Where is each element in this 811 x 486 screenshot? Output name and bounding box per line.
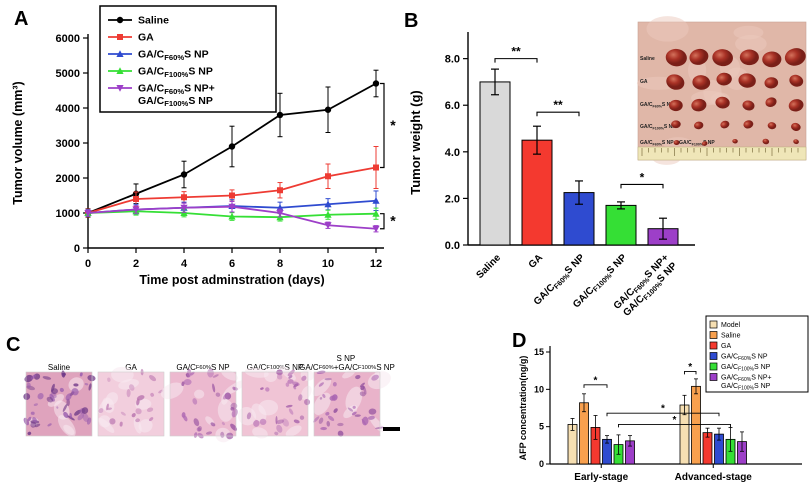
svg-text:GA: GA	[640, 79, 648, 85]
svg-text:Saline: Saline	[138, 15, 169, 27]
histology-block-combo: GA/C F60% S NP +GA/C F100% S NP	[299, 330, 395, 437]
panel-d-afp-chart: 0 5 10 15 AFP concentration(ng/g) Early-stage…	[518, 315, 809, 483]
svg-text:2000: 2000	[56, 173, 80, 185]
svg-text:8: 8	[277, 258, 283, 270]
svg-text:0: 0	[85, 258, 91, 270]
histology-image-f100	[237, 366, 315, 439]
svg-text:10: 10	[322, 258, 334, 270]
svg-text:GA/CF60%S NP+GA/CF100%S NP: GA/CF60%S NP+GA/CF100%S NP	[138, 83, 215, 109]
histology-image-combo	[312, 369, 391, 437]
svg-text:Model: Model	[721, 322, 741, 329]
histology-label: GA	[125, 362, 137, 372]
svg-text:6: 6	[229, 258, 235, 270]
svg-text:Tumor weight (g): Tumor weight (g)	[408, 90, 423, 194]
svg-text:Tumor volume (mm³): Tumor volume (mm³)	[11, 81, 25, 204]
svg-text:Saline: Saline	[640, 56, 655, 62]
svg-text:5000: 5000	[56, 68, 80, 80]
histology-image-f60	[160, 368, 247, 443]
svg-text:GA/CF60%S NP+GA/CF100%S NP: GA/CF60%S NP+GA/CF100%S NP	[721, 375, 772, 392]
svg-text:Saline: Saline	[475, 252, 504, 281]
svg-text:8.0: 8.0	[445, 54, 460, 66]
svg-text:10: 10	[534, 384, 544, 394]
svg-text:AFP concentration(ng/g): AFP concentration(ng/g)	[518, 356, 528, 461]
panel-label-b: B	[404, 10, 419, 32]
histology-block-f60: GA/C F60% S NP	[160, 330, 247, 443]
histology-image-ga	[97, 366, 165, 437]
histology-label: GA/C F100% S NP	[246, 362, 304, 372]
svg-text:GA/CF60%S NP: GA/CF60%S NP	[640, 102, 674, 109]
svg-text:6000: 6000	[56, 33, 80, 45]
svg-text:GA: GA	[138, 32, 154, 44]
svg-text:12: 12	[370, 258, 382, 270]
svg-text:4000: 4000	[56, 103, 80, 115]
histology-label: GA/C F60% S NP +GA/C F100% S NP	[299, 353, 395, 372]
svg-text:0: 0	[74, 243, 80, 255]
svg-text:4: 4	[181, 258, 188, 270]
svg-text:GA/CF100%S NP: GA/CF100%S NP	[640, 124, 676, 131]
svg-text:Early-stage: Early-stage	[574, 472, 628, 483]
svg-text:GA: GA	[527, 252, 545, 270]
svg-text:GA/CF60%S NP: GA/CF60%S NP	[138, 49, 209, 62]
svg-text:2: 2	[133, 258, 139, 270]
svg-text:5: 5	[539, 422, 544, 432]
svg-text:*: *	[390, 213, 396, 229]
svg-text:GA/CF100%S NP: GA/CF100%S NP	[138, 66, 213, 79]
svg-text:*: *	[640, 170, 645, 184]
scale-bar	[383, 427, 400, 431]
svg-text:6.0: 6.0	[445, 100, 460, 112]
panel-b-tumor-weight-chart: 0.0 2.0 4.0 6.0 8.0 Tumor weight (g) Saline GA G…	[408, 16, 807, 319]
panel-label-d: D	[512, 330, 527, 352]
svg-text:GA/CF60%S NP: GA/CF60%S NP	[721, 354, 768, 363]
svg-text:Saline: Saline	[721, 333, 741, 340]
svg-text:Time post adminstration (days): Time post adminstration (days)	[139, 273, 324, 287]
histology-block-saline: Saline	[23, 330, 96, 437]
svg-text:**: **	[553, 98, 563, 112]
svg-text:4.0: 4.0	[445, 147, 460, 159]
panel-label-c: C	[6, 334, 21, 356]
svg-text:GA/CF100%S NP: GA/CF100%S NP	[721, 364, 771, 373]
svg-text:1000: 1000	[56, 208, 80, 220]
svg-text:15: 15	[534, 347, 544, 357]
svg-text:0: 0	[539, 459, 544, 469]
svg-text:Advanced-stage: Advanced-stage	[675, 472, 753, 483]
svg-text:*: *	[673, 415, 677, 426]
panel-a-tumor-volume-chart: 0 1000 2000 3000 4000 5000 6000 0 2 4 6 8 10 12 Time p…	[11, 5, 396, 287]
svg-text:*: *	[688, 362, 692, 373]
histology-label: Saline	[47, 362, 71, 372]
svg-text:2.0: 2.0	[445, 193, 460, 205]
svg-text:*: *	[390, 117, 396, 133]
svg-text:3000: 3000	[56, 138, 80, 150]
svg-text:*: *	[661, 404, 665, 415]
svg-text:*: *	[594, 375, 598, 386]
svg-text:**: **	[511, 45, 521, 59]
svg-text:GA: GA	[721, 343, 731, 350]
histology-block-f100: GA/C F100% S NP	[237, 330, 315, 439]
panel-c-histology: Saline GA GA/C F60% S NP GA/C F100% S NP GA/…	[0, 330, 410, 486]
histology-image-saline	[23, 370, 96, 437]
histology-block-ga: GA	[97, 330, 165, 437]
histology-label: GA/C F60% S NP	[176, 362, 230, 372]
svg-text:0.0: 0.0	[445, 240, 460, 252]
panel-label-a: A	[14, 8, 29, 30]
